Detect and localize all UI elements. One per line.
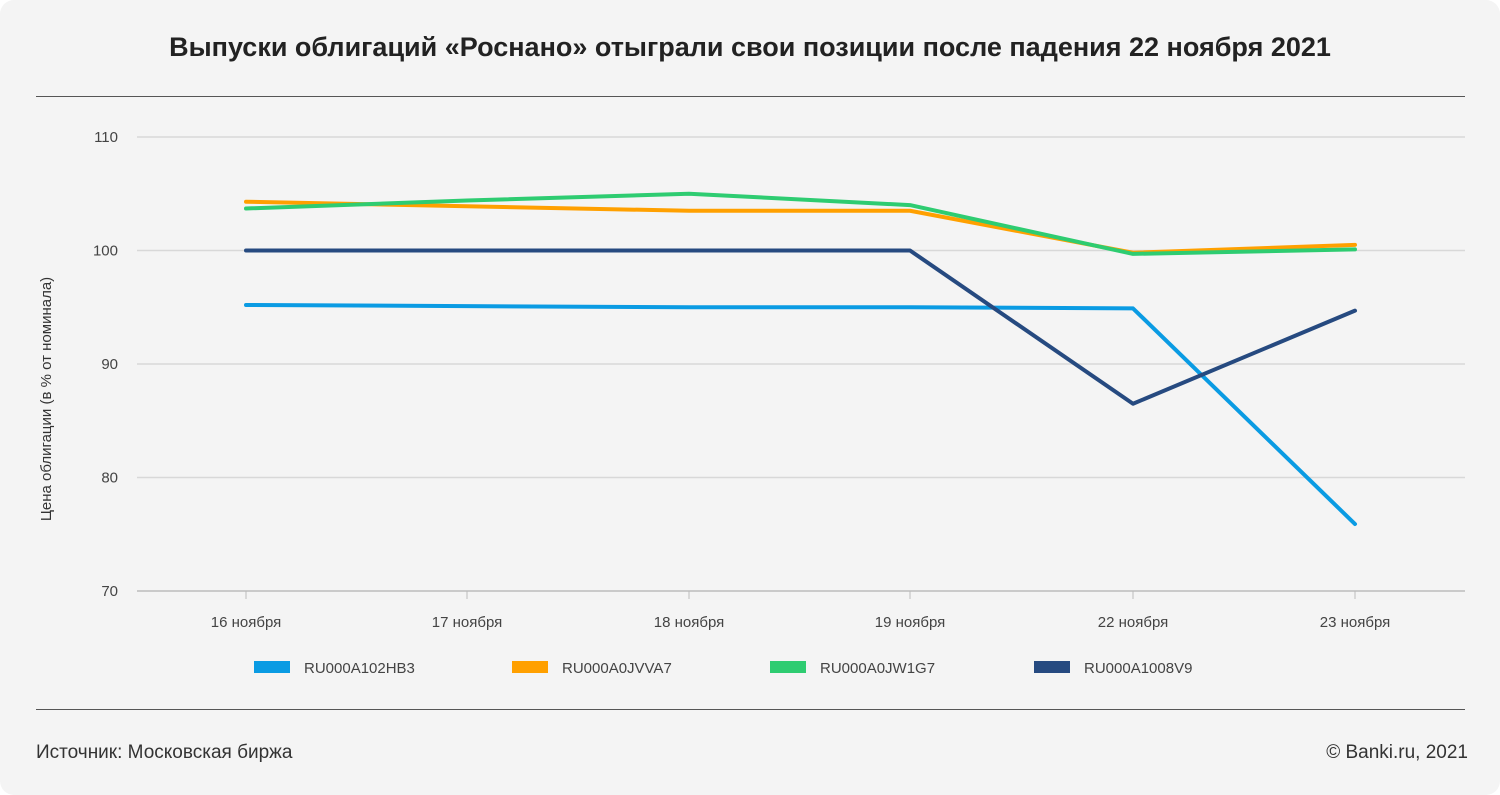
bottom-divider (36, 709, 1465, 710)
y-tick-label: 90 (101, 356, 118, 373)
y-tick-label: 100 (93, 243, 118, 260)
series-line-RU000A0JW1G7 (244, 191, 1357, 256)
legend-label: RU000A0JW1G7 (820, 660, 935, 677)
series-line-RU000A102HB3 (244, 302, 1357, 527)
legend-swatch (512, 661, 548, 673)
x-tick-label: 23 ноября (1320, 614, 1391, 631)
x-tick-label: 19 ноября (875, 614, 946, 631)
y-tick-label: 70 (101, 583, 118, 600)
legend-swatch (254, 661, 290, 673)
legend-swatch (1034, 661, 1070, 673)
x-tick-label: 16 ноября (211, 614, 282, 631)
legend-swatch (770, 661, 806, 673)
copyright-note: © Banki.ru, 2021 (1326, 742, 1468, 763)
source-note: Источник: Московская биржа (36, 742, 293, 763)
series-line-RU000A0JVVA7 (244, 199, 1357, 255)
x-tick-label: 22 ноября (1098, 614, 1169, 631)
top-divider (36, 96, 1465, 97)
series-line-RU000A1008V9 (244, 248, 1357, 406)
x-tick-label: 18 ноября (654, 614, 725, 631)
y-axis-label: Цена облигации (в % от номинала) (38, 277, 55, 521)
legend-label: RU000A0JVVA7 (562, 660, 672, 677)
chart-title: Выпуски облигаций «Роснано» отыграли сво… (169, 32, 1331, 62)
y-tick-label: 110 (94, 129, 118, 146)
legend-label: RU000A1008V9 (1084, 660, 1192, 677)
legend-label: RU000A102HB3 (304, 660, 415, 677)
x-tick-label: 17 ноября (432, 614, 503, 631)
y-tick-label: 80 (101, 470, 118, 487)
